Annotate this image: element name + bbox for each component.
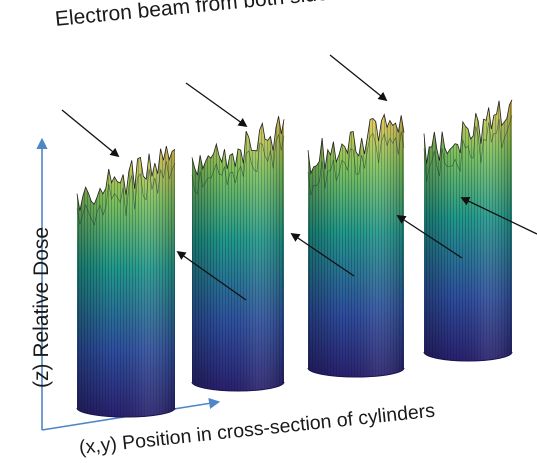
cylinder-1-base [76, 407, 176, 418]
z-axis-label: (z) Relative Dose [30, 226, 53, 388]
cylinder-4-shading [424, 99, 512, 362]
cylinder-1 [76, 145, 176, 418]
cylinder-3-shading [308, 114, 404, 377]
beam-arrow [176, 250, 247, 301]
cylinder-2-shading [192, 116, 284, 391]
beam-arrow [329, 54, 388, 102]
cylinder-3 [307, 113, 405, 378]
cylinder-4-base [423, 351, 513, 362]
beam-arrow [460, 197, 537, 235]
cylinder-2-mesh-line [191, 133, 285, 195]
cylinder-3-mesh-line [307, 131, 405, 196]
cylinder-1-top-edge [76, 145, 176, 211]
beam-arrow [61, 109, 120, 158]
beam-arrow [290, 232, 355, 277]
cylinder-4-top-edge [423, 99, 513, 164]
cylinder-1-shading [77, 146, 175, 417]
beam-arrows [61, 54, 537, 301]
cylinder-4-mesh-line [423, 115, 513, 182]
cylinder-2-top-edge [191, 116, 285, 176]
cylinder-3-top-edge [307, 113, 405, 175]
cylinder-3-base [307, 367, 405, 378]
cylinder-1-mesh-line [76, 161, 176, 226]
cylinder-2-base [191, 381, 285, 392]
cylinder-4 [423, 99, 513, 362]
beam-arrow [396, 215, 463, 259]
beam-arrow [185, 82, 248, 128]
cylinder-2 [191, 116, 285, 392]
